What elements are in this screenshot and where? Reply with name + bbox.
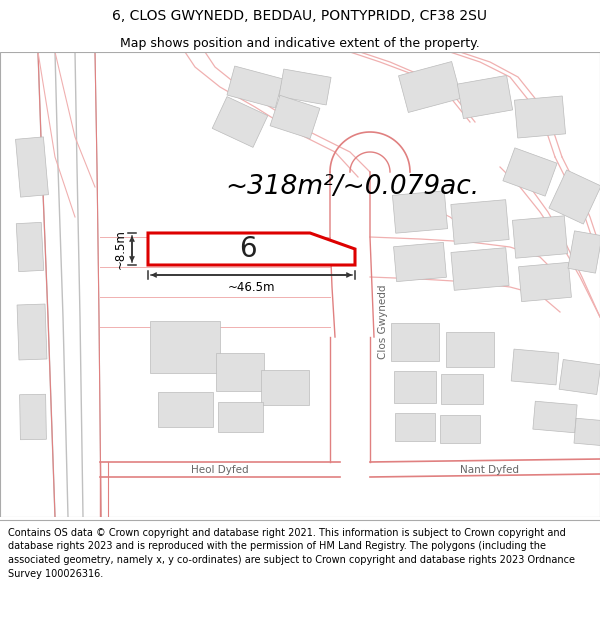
Bar [511,349,559,385]
Text: 6, CLOS GWYNEDD, BEDDAU, PONTYPRIDD, CF38 2SU: 6, CLOS GWYNEDD, BEDDAU, PONTYPRIDD, CF3… [113,9,487,23]
Text: Clos Gwynedd: Clos Gwynedd [378,285,388,359]
Bar [451,248,509,291]
Text: ~8.5m: ~8.5m [114,229,127,269]
Bar [261,369,309,404]
Bar [392,191,448,233]
Bar [514,96,566,138]
Bar [559,359,600,394]
Bar [16,137,49,197]
Bar [279,69,331,105]
Bar [451,199,509,244]
Bar [212,97,268,148]
Bar [395,413,435,441]
Bar [398,61,461,112]
Bar [446,331,494,366]
Text: Nant Dyfed: Nant Dyfed [461,465,520,475]
Bar [549,170,600,224]
Bar [394,242,446,282]
Bar [457,76,512,119]
Bar [441,374,483,404]
Bar [150,321,220,373]
Bar [574,418,600,446]
Bar [391,323,439,361]
Bar [270,95,320,139]
Text: ~46.5m: ~46.5m [228,281,275,294]
Polygon shape [148,233,355,265]
Bar [20,394,46,440]
Text: ~318m²/~0.079ac.: ~318m²/~0.079ac. [225,174,479,200]
Bar [227,66,283,108]
Bar [17,304,47,360]
Text: Map shows position and indicative extent of the property.: Map shows position and indicative extent… [120,38,480,51]
Bar [394,371,436,403]
Bar [440,415,480,443]
Bar [518,262,571,302]
Bar [157,391,212,426]
Bar [503,148,557,196]
Bar [568,231,600,273]
Bar [216,353,264,391]
Text: 6: 6 [239,235,257,263]
Text: Heol Dyfed: Heol Dyfed [191,465,249,475]
Bar [512,216,568,258]
Bar [533,401,577,432]
Bar [218,402,263,432]
Text: Contains OS data © Crown copyright and database right 2021. This information is : Contains OS data © Crown copyright and d… [8,528,575,579]
Bar [16,222,44,272]
